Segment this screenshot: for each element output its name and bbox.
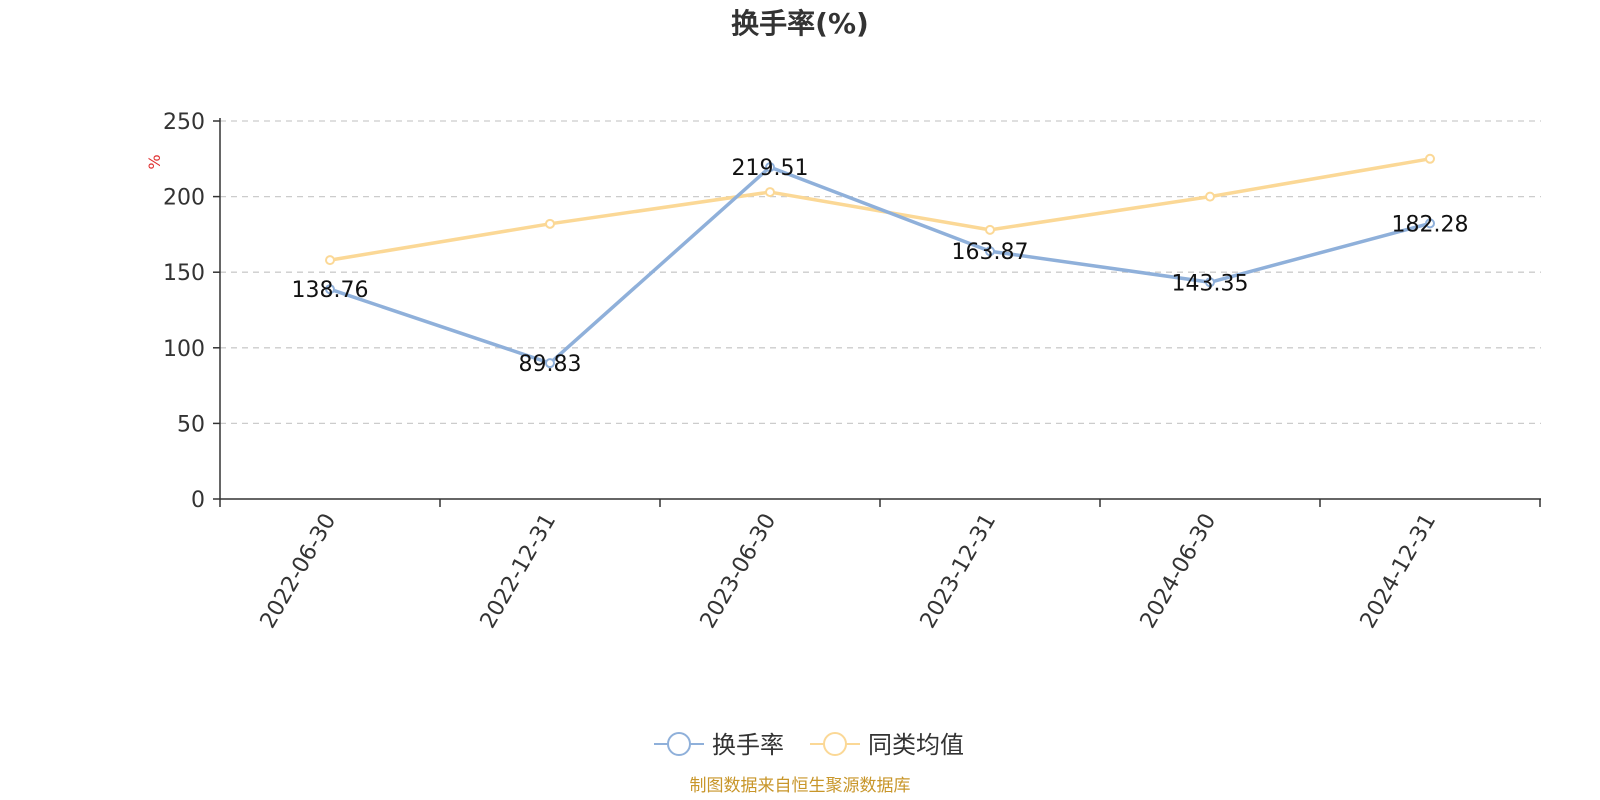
x-tick-label-2023-12-31: 2023-12-31 <box>916 510 1002 633</box>
legend-marker-换手率 <box>667 732 691 756</box>
data-point-换手率-2022-06-30 <box>325 284 335 295</box>
data-point-换手率-2024-12-31 <box>1425 218 1435 229</box>
legend-label-同类均值: 同类均值 <box>868 731 964 759</box>
data-label-2024-12-31: 182.28 <box>1392 212 1469 237</box>
y-tick-label-100: 100 <box>163 337 205 362</box>
data-label-2023-12-31: 163.87 <box>952 240 1029 265</box>
x-tick-label-2024-12-31: 2024-12-31 <box>1356 510 1442 633</box>
y-tick-labels: 0 50 100 150 200 250 <box>163 110 205 513</box>
data-point-换手率-2022-12-31 <box>545 358 555 369</box>
data-point-换手率-2023-06-30 <box>765 162 775 173</box>
x-tick-label-2023-06-30: 2023-06-30 <box>696 510 782 633</box>
y-tick-label-0: 0 <box>191 488 205 513</box>
series-line-换手率 <box>328 165 1432 365</box>
data-label-2023-06-30: 219.51 <box>732 156 809 181</box>
legend[interactable]: 换手率 同类均值 <box>654 731 964 759</box>
legend-label-换手率: 换手率 <box>712 731 784 759</box>
x-tick-labels: 2022-06-30 2022-12-31 2023-06-30 2023-12-31… <box>256 510 1442 633</box>
data-point-同类均值-2023-06-30 <box>765 187 775 198</box>
data-point-同类均值-2022-12-31 <box>545 218 555 229</box>
chart-title: 换手率(%) <box>731 7 869 40</box>
series-lines <box>325 153 1435 369</box>
data-source-note: 制图数据来自恒生聚源数据库 <box>690 776 911 796</box>
data-point-换手率-2023-12-31 <box>985 246 995 257</box>
data-point-同类均值-2024-06-30 <box>1205 191 1215 202</box>
data-labels: 138.76 89.83 219.51 163.87 143.35 182.28 <box>292 156 1469 377</box>
data-label-2022-06-30: 138.76 <box>292 278 369 303</box>
data-point-换手率-2024-06-30 <box>1205 277 1215 288</box>
legend-item-换手率[interactable]: 换手率 <box>654 731 784 759</box>
x-tick-label-2024-06-30: 2024-06-30 <box>1136 510 1222 633</box>
y-tick-label-150: 150 <box>163 261 205 286</box>
y-tick-label-50: 50 <box>177 412 205 437</box>
y-tick-label-250: 250 <box>163 110 205 135</box>
legend-item-同类均值[interactable]: 同类均值 <box>810 731 964 759</box>
data-label-2022-12-31: 89.83 <box>519 352 582 377</box>
axes <box>213 118 1541 507</box>
y-tick-label-200: 200 <box>163 186 205 211</box>
y-axis-unit-label: % <box>145 154 164 169</box>
legend-marker-同类均值 <box>823 732 847 756</box>
data-point-同类均值-2023-12-31 <box>985 224 995 235</box>
data-point-同类均值-2024-12-31 <box>1425 153 1435 164</box>
x-tick-label-2022-06-30: 2022-06-30 <box>256 510 342 633</box>
grid-lines <box>220 120 1541 425</box>
data-point-同类均值-2022-06-30 <box>325 255 335 266</box>
x-tick-label-2022-12-31: 2022-12-31 <box>476 510 562 633</box>
data-label-2024-06-30: 143.35 <box>1172 271 1249 296</box>
series-换手率 <box>325 162 1435 369</box>
